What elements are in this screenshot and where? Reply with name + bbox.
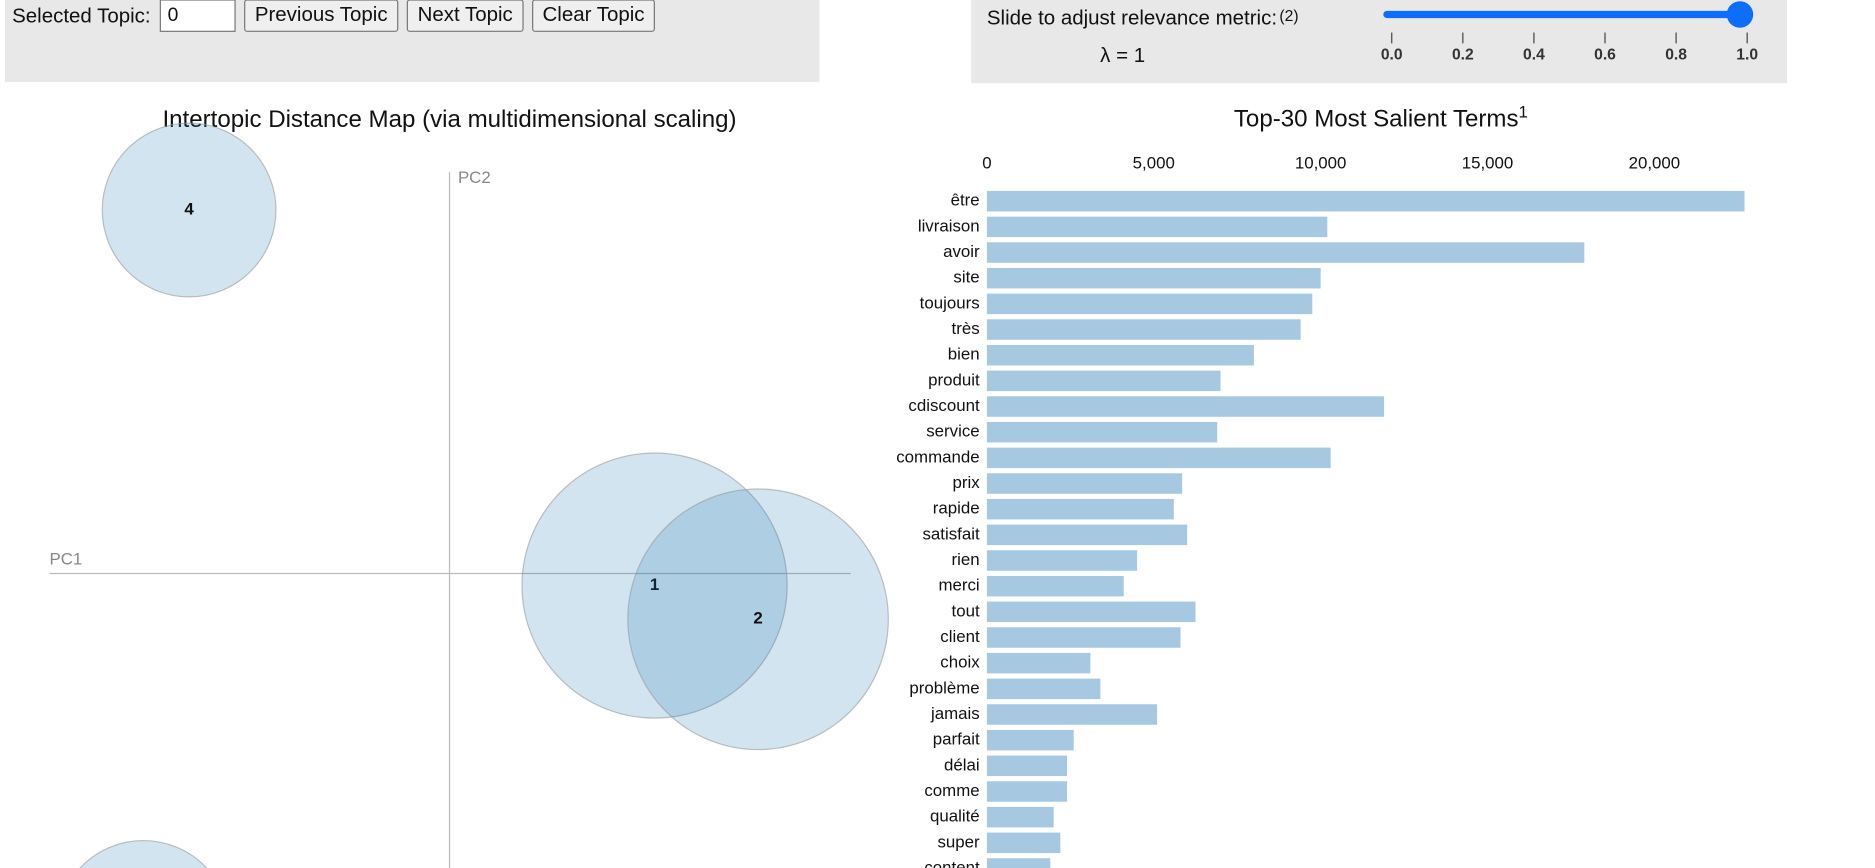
term-bar[interactable] [986, 524, 1188, 546]
term-bar[interactable] [986, 781, 1068, 802]
term-label: qualité [930, 807, 980, 826]
slider-tick-label: 1.0 [1736, 47, 1758, 64]
term-bar[interactable] [986, 652, 1091, 674]
term-bar[interactable] [986, 704, 1158, 725]
input-value[interactable]: 0 [168, 5, 179, 26]
topic-label: 2 [753, 609, 762, 628]
button-label[interactable]: Clear Topic [542, 3, 644, 26]
slider-tick-label: 0.6 [1594, 47, 1616, 64]
term-label: toujours [920, 293, 980, 312]
slider-tick-label: 0.0 [1381, 47, 1403, 64]
x-tick-label: 10,000 [1295, 153, 1347, 172]
slider-knob[interactable] [1726, 1, 1754, 28]
term-bar[interactable] [986, 627, 1181, 648]
button-frame[interactable] [406, 0, 524, 32]
x-tick-label: 20,000 [1629, 153, 1681, 172]
term-label: satisfait [923, 524, 980, 543]
term-label: être [951, 191, 980, 210]
term-bar[interactable] [986, 575, 1124, 597]
term-label: problème [909, 678, 979, 697]
term-label: choix [940, 653, 980, 672]
term-label: super [937, 832, 980, 851]
topic-input[interactable]: 0 [159, 0, 236, 32]
term-bar[interactable] [986, 806, 1054, 828]
term-bar[interactable] [986, 242, 1585, 263]
term-bar[interactable] [986, 678, 1101, 700]
slider-tick-label: 0.8 [1665, 47, 1687, 64]
button-frame[interactable] [532, 0, 655, 32]
term-label: livraison [918, 216, 980, 235]
term-bar[interactable] [986, 447, 1331, 469]
term-label: content [924, 858, 980, 868]
term-bar[interactable] [986, 729, 1074, 751]
button[interactable]: Previous Topic [244, 0, 399, 32]
x-tick-label: 0 [982, 153, 991, 172]
term-bar[interactable] [986, 550, 1138, 571]
relevance-label: Slide to adjust relevance metric: (2) [987, 7, 1299, 30]
term-bar[interactable] [986, 601, 1196, 623]
button-frame[interactable] [244, 0, 399, 32]
slider-track[interactable] [1383, 10, 1746, 19]
term-bar[interactable] [986, 832, 1061, 854]
term-label: prix [952, 473, 980, 492]
term-label: tout [952, 601, 980, 620]
term-label: jamais [930, 704, 980, 723]
term-bar[interactable] [986, 421, 1218, 443]
term-bar[interactable] [986, 293, 1313, 315]
term-bar[interactable] [986, 190, 1745, 212]
relevance-text: Slide to adjust relevance metric: [987, 7, 1277, 30]
term-label: parfait [933, 730, 980, 749]
slider-tick-label: 0.4 [1523, 47, 1545, 64]
x-tick-label: 5,000 [1133, 153, 1175, 172]
lambda-label: λ = 1 [1100, 44, 1145, 67]
term-bar[interactable] [986, 473, 1183, 494]
relevance-note: (2) [1279, 8, 1298, 25]
term-bar[interactable] [986, 755, 1068, 777]
term-label: service [926, 422, 979, 441]
bar-title-note: 1 [1519, 103, 1528, 122]
term-label: avoir [943, 242, 980, 261]
term-label: délai [944, 755, 980, 774]
term-bar[interactable] [986, 216, 1328, 238]
pc2-label: PC2 [458, 168, 491, 187]
term-label: commande [896, 447, 979, 466]
term-bar[interactable] [986, 344, 1254, 366]
slider-tick-label: 0.2 [1452, 47, 1474, 64]
map-title: Intertopic Distance Map (via multidimens… [162, 106, 736, 133]
input-box[interactable] [159, 0, 236, 32]
topic-label: 1 [650, 575, 659, 594]
bar-title-text: Top-30 Most Salient Terms [1234, 106, 1519, 133]
term-label: très [952, 319, 980, 338]
term-label: rapide [933, 499, 980, 518]
term-bar[interactable] [986, 267, 1321, 289]
topic-circle[interactable] [627, 488, 889, 751]
term-bar[interactable] [986, 319, 1301, 340]
topic-circle[interactable] [101, 122, 277, 298]
term-label: site [953, 268, 979, 287]
topic-circle[interactable] [521, 452, 788, 719]
term-bar[interactable] [986, 370, 1221, 392]
button-label[interactable]: Next Topic [418, 3, 513, 26]
term-bar[interactable] [986, 396, 1385, 417]
term-bar[interactable] [986, 498, 1174, 520]
button-label[interactable]: Previous Topic [255, 3, 388, 26]
button[interactable]: Clear Topic [532, 0, 655, 32]
selected-topic-label: Selected Topic: [12, 4, 150, 27]
term-label: cdiscount [908, 396, 980, 415]
term-label: comme [924, 781, 979, 800]
x-tick-label: 15,000 [1462, 153, 1514, 172]
button[interactable]: Next Topic [406, 0, 524, 32]
term-label: produit [928, 370, 980, 389]
term-label: bien [948, 345, 980, 364]
term-label: rien [952, 550, 980, 569]
topic-label: 4 [184, 199, 194, 218]
topic-circle[interactable] [57, 839, 231, 868]
term-label: merci [938, 576, 979, 595]
bar-title: Top-30 Most Salient Terms1 [1234, 103, 1528, 133]
term-bar[interactable] [986, 858, 1051, 868]
pc1-label: PC1 [49, 550, 82, 569]
term-label: client [940, 627, 980, 646]
